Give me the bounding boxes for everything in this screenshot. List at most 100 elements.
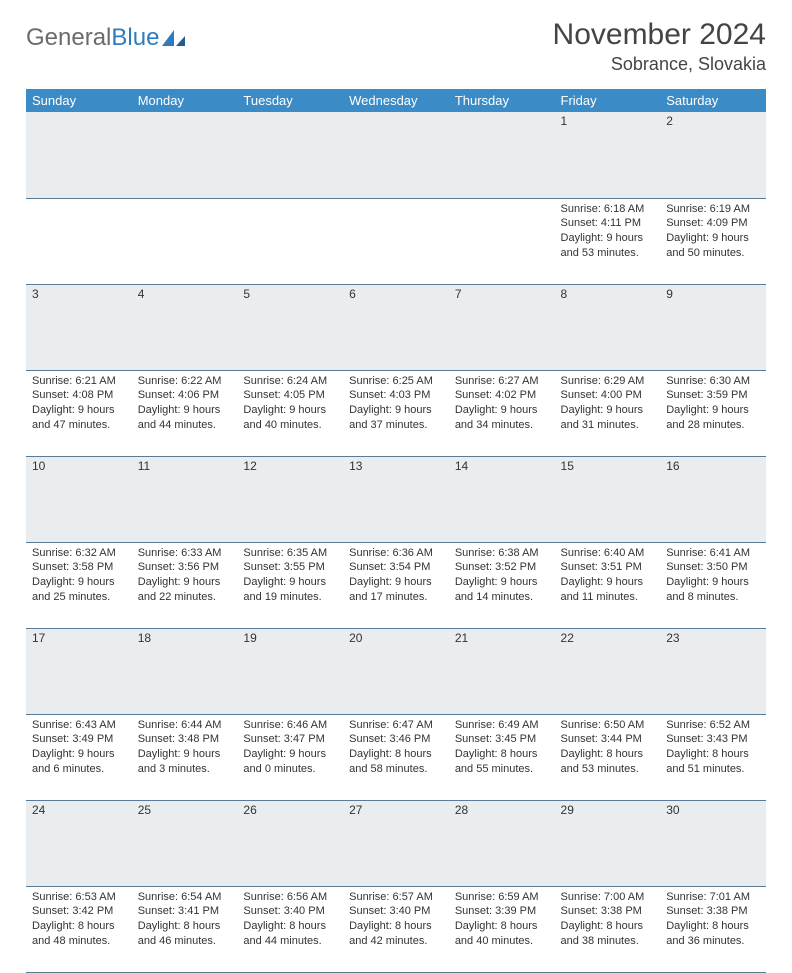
day-details: Sunrise: 6:29 AMSunset: 4:00 PMDaylight:…	[555, 371, 661, 437]
day-details: Sunrise: 6:53 AMSunset: 3:42 PMDaylight:…	[26, 887, 132, 953]
day-number-cell: 10	[26, 456, 132, 542]
day-number-cell: 17	[26, 628, 132, 714]
day-number: 28	[449, 801, 555, 819]
day-cell: Sunrise: 6:44 AMSunset: 3:48 PMDaylight:…	[132, 714, 238, 800]
day-number-cell: 21	[449, 628, 555, 714]
day-details: Sunrise: 6:56 AMSunset: 3:40 PMDaylight:…	[237, 887, 343, 953]
day-number: 6	[343, 285, 449, 303]
day-cell: Sunrise: 6:29 AMSunset: 4:00 PMDaylight:…	[555, 370, 661, 456]
day-cell	[449, 198, 555, 284]
day-number-cell: 20	[343, 628, 449, 714]
day-cell: Sunrise: 6:35 AMSunset: 3:55 PMDaylight:…	[237, 542, 343, 628]
day-details: Sunrise: 6:36 AMSunset: 3:54 PMDaylight:…	[343, 543, 449, 609]
day-cell: Sunrise: 7:01 AMSunset: 3:38 PMDaylight:…	[660, 886, 766, 972]
day-number: 11	[132, 457, 238, 475]
calendar-head: SundayMondayTuesdayWednesdayThursdayFrid…	[26, 89, 766, 112]
day-cell: Sunrise: 6:32 AMSunset: 3:58 PMDaylight:…	[26, 542, 132, 628]
day-cell: Sunrise: 6:47 AMSunset: 3:46 PMDaylight:…	[343, 714, 449, 800]
day-details: Sunrise: 6:33 AMSunset: 3:56 PMDaylight:…	[132, 543, 238, 609]
day-number-cell: 26	[237, 800, 343, 886]
logo-text-1: General	[26, 24, 111, 52]
day-details: Sunrise: 6:27 AMSunset: 4:02 PMDaylight:…	[449, 371, 555, 437]
day-number: 19	[237, 629, 343, 647]
day-number	[237, 112, 343, 116]
day-details: Sunrise: 6:57 AMSunset: 3:40 PMDaylight:…	[343, 887, 449, 953]
day-number: 16	[660, 457, 766, 475]
logo-sail-icon	[161, 28, 187, 48]
day-number: 21	[449, 629, 555, 647]
day-cell: Sunrise: 6:54 AMSunset: 3:41 PMDaylight:…	[132, 886, 238, 972]
day-number: 15	[555, 457, 661, 475]
day-details: Sunrise: 6:50 AMSunset: 3:44 PMDaylight:…	[555, 715, 661, 781]
weekday-header: Wednesday	[343, 89, 449, 112]
day-number: 14	[449, 457, 555, 475]
day-details: Sunrise: 6:35 AMSunset: 3:55 PMDaylight:…	[237, 543, 343, 609]
day-number-cell: 9	[660, 284, 766, 370]
day-details: Sunrise: 6:24 AMSunset: 4:05 PMDaylight:…	[237, 371, 343, 437]
day-number-cell: 30	[660, 800, 766, 886]
day-details: Sunrise: 7:01 AMSunset: 3:38 PMDaylight:…	[660, 887, 766, 953]
day-number: 7	[449, 285, 555, 303]
day-details: Sunrise: 6:44 AMSunset: 3:48 PMDaylight:…	[132, 715, 238, 781]
day-number-cell: 3	[26, 284, 132, 370]
day-number-cell	[26, 112, 132, 198]
day-cell	[237, 198, 343, 284]
day-number: 12	[237, 457, 343, 475]
day-cell: Sunrise: 6:33 AMSunset: 3:56 PMDaylight:…	[132, 542, 238, 628]
day-number: 9	[660, 285, 766, 303]
day-number: 18	[132, 629, 238, 647]
day-cell: Sunrise: 6:52 AMSunset: 3:43 PMDaylight:…	[660, 714, 766, 800]
day-cell: Sunrise: 6:57 AMSunset: 3:40 PMDaylight:…	[343, 886, 449, 972]
logo: GeneralBlue	[26, 18, 187, 52]
day-cell: Sunrise: 6:38 AMSunset: 3:52 PMDaylight:…	[449, 542, 555, 628]
day-cell: Sunrise: 6:50 AMSunset: 3:44 PMDaylight:…	[555, 714, 661, 800]
day-details: Sunrise: 6:43 AMSunset: 3:49 PMDaylight:…	[26, 715, 132, 781]
day-details: Sunrise: 6:40 AMSunset: 3:51 PMDaylight:…	[555, 543, 661, 609]
day-number: 5	[237, 285, 343, 303]
day-cell	[343, 198, 449, 284]
calendar-table: SundayMondayTuesdayWednesdayThursdayFrid…	[26, 89, 766, 973]
day-number-cell: 11	[132, 456, 238, 542]
day-number-cell: 8	[555, 284, 661, 370]
day-cell: Sunrise: 6:22 AMSunset: 4:06 PMDaylight:…	[132, 370, 238, 456]
day-cell: Sunrise: 6:59 AMSunset: 3:39 PMDaylight:…	[449, 886, 555, 972]
day-cell: Sunrise: 6:21 AMSunset: 4:08 PMDaylight:…	[26, 370, 132, 456]
day-number-cell: 1	[555, 112, 661, 198]
day-number-cell: 15	[555, 456, 661, 542]
day-number: 20	[343, 629, 449, 647]
day-number: 1	[555, 112, 661, 130]
day-number: 10	[26, 457, 132, 475]
location: Sobrance, Slovakia	[553, 54, 766, 75]
day-details: Sunrise: 6:41 AMSunset: 3:50 PMDaylight:…	[660, 543, 766, 609]
weekday-header: Saturday	[660, 89, 766, 112]
day-details: Sunrise: 6:54 AMSunset: 3:41 PMDaylight:…	[132, 887, 238, 953]
day-number-cell	[237, 112, 343, 198]
day-number: 13	[343, 457, 449, 475]
day-cell: Sunrise: 7:00 AMSunset: 3:38 PMDaylight:…	[555, 886, 661, 972]
day-number: 29	[555, 801, 661, 819]
day-number: 17	[26, 629, 132, 647]
day-number-cell: 24	[26, 800, 132, 886]
day-number: 23	[660, 629, 766, 647]
day-cell: Sunrise: 6:41 AMSunset: 3:50 PMDaylight:…	[660, 542, 766, 628]
day-number-cell	[449, 112, 555, 198]
day-cell	[132, 198, 238, 284]
day-cell: Sunrise: 6:56 AMSunset: 3:40 PMDaylight:…	[237, 886, 343, 972]
day-number-cell	[132, 112, 238, 198]
day-cell: Sunrise: 6:24 AMSunset: 4:05 PMDaylight:…	[237, 370, 343, 456]
day-details: Sunrise: 6:38 AMSunset: 3:52 PMDaylight:…	[449, 543, 555, 609]
weekday-header: Sunday	[26, 89, 132, 112]
day-details: Sunrise: 6:47 AMSunset: 3:46 PMDaylight:…	[343, 715, 449, 781]
day-cell: Sunrise: 6:53 AMSunset: 3:42 PMDaylight:…	[26, 886, 132, 972]
weekday-header: Friday	[555, 89, 661, 112]
day-number-cell: 25	[132, 800, 238, 886]
day-cell: Sunrise: 6:36 AMSunset: 3:54 PMDaylight:…	[343, 542, 449, 628]
day-number: 22	[555, 629, 661, 647]
day-details: Sunrise: 6:32 AMSunset: 3:58 PMDaylight:…	[26, 543, 132, 609]
day-number-cell: 6	[343, 284, 449, 370]
day-details: Sunrise: 6:46 AMSunset: 3:47 PMDaylight:…	[237, 715, 343, 781]
day-number	[343, 112, 449, 116]
day-cell: Sunrise: 6:30 AMSunset: 3:59 PMDaylight:…	[660, 370, 766, 456]
weekday-header: Monday	[132, 89, 238, 112]
day-cell	[26, 198, 132, 284]
